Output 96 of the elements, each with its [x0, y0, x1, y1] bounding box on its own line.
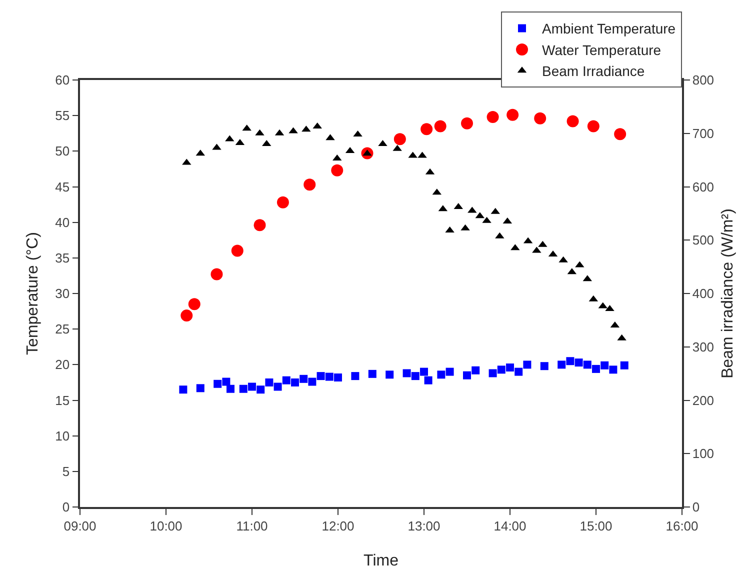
point	[558, 360, 566, 369]
point	[256, 386, 265, 394]
point	[434, 120, 446, 132]
point	[214, 380, 222, 388]
x-tick-label: 16:00	[666, 518, 698, 534]
point	[592, 364, 600, 373]
point	[334, 373, 342, 382]
point	[188, 298, 200, 310]
point	[304, 178, 316, 191]
y2-tick-label: 200	[692, 392, 714, 408]
point	[254, 219, 266, 232]
point	[506, 108, 519, 121]
point	[574, 358, 583, 367]
y2-tick-label: 500	[692, 232, 714, 248]
point	[463, 371, 471, 380]
y-tick-label: 5	[62, 464, 70, 479]
point	[196, 384, 204, 392]
point	[587, 120, 600, 132]
point	[282, 376, 290, 384]
y-tick-label: 10	[55, 428, 70, 444]
point	[351, 372, 360, 380]
point	[420, 123, 433, 136]
x-tick-label: 12:00	[322, 518, 354, 534]
y2-tick-label: 700	[692, 126, 714, 141]
point	[472, 366, 480, 374]
point	[461, 117, 473, 130]
y-axis-title: Temperature (°C)	[24, 232, 42, 355]
point	[497, 366, 506, 374]
point	[386, 370, 394, 379]
point	[239, 384, 248, 393]
y-tick-label: 60	[55, 72, 70, 88]
point	[424, 376, 432, 384]
point	[180, 310, 193, 322]
point	[488, 369, 497, 378]
point	[368, 370, 376, 378]
legend-label: Beam Irradiance	[542, 63, 645, 80]
y-tick-label: 30	[55, 286, 70, 302]
point	[540, 362, 548, 370]
y2-axis-title: Beam irradiance (W/m²)	[720, 208, 736, 378]
point	[566, 115, 579, 128]
point	[534, 112, 546, 124]
y2-tick-label: 100	[692, 446, 714, 462]
point	[600, 361, 609, 370]
point	[231, 244, 244, 257]
x-tick-label: 13:00	[408, 518, 440, 534]
point	[420, 368, 428, 376]
point	[506, 364, 514, 372]
point	[248, 382, 256, 391]
point	[265, 378, 274, 386]
point	[523, 360, 532, 369]
point	[222, 378, 230, 386]
y-tick-label: 40	[55, 214, 70, 230]
point	[394, 133, 406, 146]
y-tick-label: 35	[55, 250, 70, 266]
x-tick-label: 11:00	[236, 518, 268, 534]
y-tick-label: 50	[55, 144, 70, 159]
point	[446, 368, 454, 376]
point	[402, 369, 411, 378]
x-axis-title: Time	[364, 552, 399, 570]
x-tick-label: 14:00	[494, 518, 526, 534]
point	[226, 384, 234, 393]
point	[210, 268, 223, 280]
point	[514, 368, 523, 376]
legend-label: Ambient Temperature	[542, 20, 676, 37]
point	[276, 196, 289, 208]
point	[609, 366, 618, 374]
point	[179, 386, 188, 394]
y-tick-label: 15	[55, 392, 70, 408]
point	[486, 111, 499, 124]
y2-tick-label: 300	[692, 339, 714, 354]
point	[291, 378, 299, 386]
legend-label: Water Temperature	[542, 42, 662, 58]
point	[325, 372, 334, 381]
point	[316, 372, 325, 380]
y2-tick-label: 400	[692, 286, 714, 302]
point	[274, 382, 282, 391]
point	[437, 370, 446, 379]
y2-tick-label: 600	[692, 179, 714, 194]
point	[583, 360, 592, 369]
point	[411, 372, 420, 380]
y-tick-label: 25	[55, 322, 70, 337]
y-tick-label: 45	[55, 179, 70, 194]
point	[300, 374, 308, 383]
point	[566, 357, 574, 366]
y2-tick-label: 0	[692, 500, 700, 515]
point	[331, 164, 344, 176]
x-tick-label: 10:00	[150, 518, 182, 534]
x-tick-label: 15:00	[580, 518, 612, 534]
y-tick-label: 55	[55, 108, 70, 124]
point	[614, 128, 626, 140]
y-tick-label: 20	[55, 357, 70, 372]
x-tick-label: 09:00	[64, 518, 96, 534]
y-tick-label: 0	[62, 500, 70, 515]
point	[620, 361, 628, 370]
y2-tick-label: 800	[692, 72, 714, 88]
point	[308, 378, 316, 386]
